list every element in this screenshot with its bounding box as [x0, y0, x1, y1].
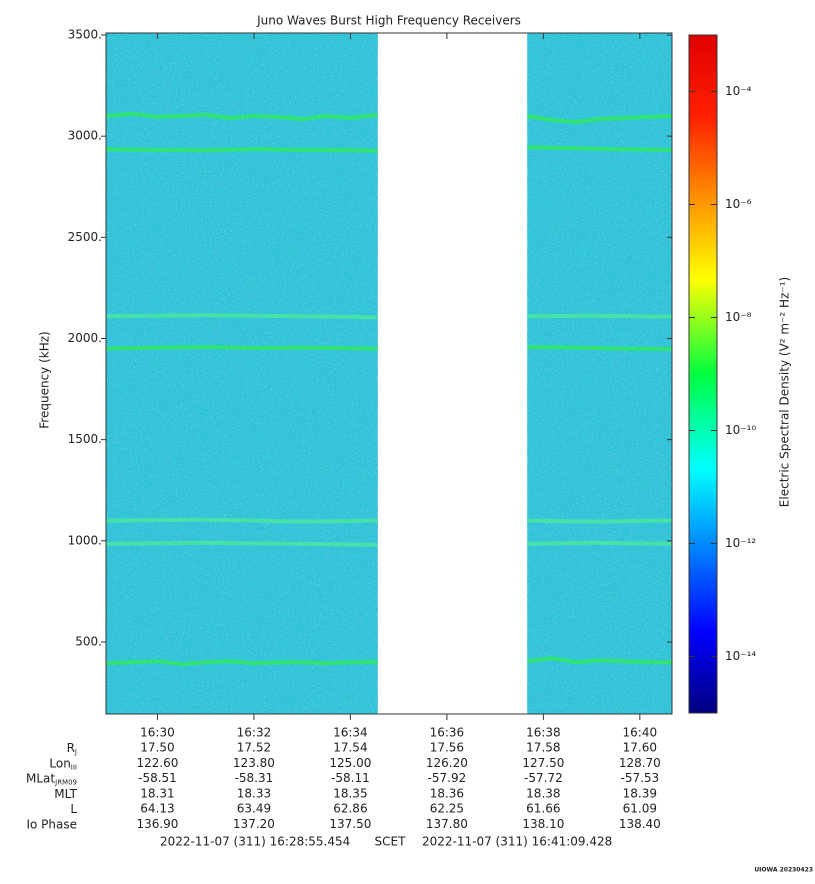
ephemeris-value: -57.72	[524, 771, 563, 785]
ephemeris-label-text: Lon	[49, 756, 70, 770]
x-tick-label: 16:40	[623, 726, 658, 740]
y-tick-label: 3500.	[68, 28, 102, 42]
ephemeris-value: 61.09	[623, 802, 657, 816]
ephemeris-value: 126.20	[426, 756, 468, 770]
y-tick-label: 1500.	[68, 432, 102, 446]
footer-middle: SCET	[375, 835, 407, 849]
y-tick-label: 2000.	[68, 331, 102, 345]
x-tick-label: 16:36	[430, 726, 465, 740]
x-tick-label: 16:32	[237, 726, 272, 740]
colorbar-tick-label: 10⁻¹⁴	[725, 649, 756, 663]
ephemeris-value: -58.51	[138, 771, 177, 785]
colorbar-tick-label: 10⁻⁸	[725, 310, 752, 324]
ephemeris-value: 17.58	[526, 741, 560, 755]
ephemeris-label: MLT	[54, 786, 77, 800]
ephemeris-value: 17.52	[237, 741, 271, 755]
y-tick-label: 2500.	[68, 230, 102, 244]
colorbar-label: Electric Spectral Density (V² m⁻² Hz⁻¹)	[778, 277, 792, 507]
ephemeris-label-sub: J	[74, 748, 77, 756]
credit: UIOWA 20230423	[754, 867, 813, 874]
ephemeris-value: 17.56	[430, 741, 464, 755]
x-tick-label: 16:30	[140, 726, 175, 740]
emission-line	[106, 517, 672, 524]
ephemeris-label-text: L	[70, 802, 77, 816]
emission-line	[106, 145, 672, 153]
colorbar	[688, 34, 718, 714]
ephemeris-value: 138.10	[522, 817, 564, 831]
ephemeris-value: 61.66	[526, 802, 560, 816]
ephemeris-value: 17.50	[140, 741, 174, 755]
ephemeris-value: 18.36	[430, 786, 464, 800]
ephemeris-value: -58.11	[331, 771, 370, 785]
ephemeris-value: 122.60	[136, 756, 178, 770]
spectrogram-texture	[106, 33, 378, 714]
ephemeris-value: 128.70	[619, 756, 661, 770]
ephemeris-label-sub: III	[71, 763, 77, 771]
ephemeris-label-text: R	[67, 741, 75, 755]
ephemeris-label: RJ	[67, 741, 77, 757]
ephemeris-label: MLatJRM09	[26, 771, 77, 787]
ephemeris-value: 17.60	[623, 741, 657, 755]
ephemeris-value: 137.50	[329, 817, 371, 831]
ephemeris-value: 18.33	[237, 786, 271, 800]
ephemeris-label: L	[70, 802, 77, 816]
plot-area	[106, 33, 672, 714]
ephemeris-value: 62.25	[430, 802, 464, 816]
colorbar-tick-label: 10⁻⁶	[725, 197, 752, 211]
ephemeris-value: 136.90	[136, 817, 178, 831]
emission-line	[106, 345, 672, 351]
ephemeris-label-sub: JRM09	[54, 779, 77, 787]
y-tick-label: 3000.	[68, 129, 102, 143]
ephemeris-label: Io Phase	[26, 817, 77, 831]
y-tick-label: 1000.	[68, 533, 102, 547]
ephemeris-value: -58.31	[235, 771, 274, 785]
ephemeris-label-text: MLat	[26, 771, 55, 785]
ephemeris-label-text: MLT	[54, 786, 77, 800]
ephemeris-value: -57.92	[428, 771, 467, 785]
ephemeris-value: 64.13	[140, 802, 174, 816]
footer-end: 2022-11-07 (311) 16:41:09.428	[422, 835, 612, 849]
ephemeris-value: 137.80	[426, 817, 468, 831]
ephemeris-value: 62.86	[333, 802, 367, 816]
spectrogram-texture	[527, 33, 672, 714]
ephemeris-value: 18.39	[623, 786, 657, 800]
y-axis-label: Frequency (kHz)	[38, 331, 52, 428]
ephemeris-value: 63.49	[237, 802, 271, 816]
footer-start: 2022-11-07 (311) 16:28:55.454	[160, 835, 350, 849]
ephemeris-value: 125.00	[329, 756, 371, 770]
emission-line	[106, 540, 672, 547]
x-tick-label: 16:38	[526, 726, 561, 740]
colorbar-tick-label: 10⁻¹²	[725, 536, 756, 550]
ephemeris-value: 18.35	[333, 786, 367, 800]
ephemeris-value: 127.50	[522, 756, 564, 770]
ephemeris-value: 137.20	[233, 817, 275, 831]
ephemeris-value: -57.53	[620, 771, 659, 785]
emission-line	[106, 313, 672, 320]
emission-line	[106, 111, 672, 124]
plot-frame	[105, 32, 673, 715]
colorbar-tick-label: 10⁻⁴	[725, 84, 752, 98]
ephemeris-value: 18.31	[140, 786, 174, 800]
ephemeris-value: 123.80	[233, 756, 275, 770]
ephemeris-value: 18.38	[526, 786, 560, 800]
chart-title: Juno Waves Burst High Frequency Receiver…	[256, 14, 521, 28]
colorbar-tick-label: 10⁻¹⁰	[725, 423, 756, 437]
y-tick-label: 500.	[75, 634, 102, 648]
ephemeris-value: 138.40	[619, 817, 661, 831]
ephemeris-label-text: Io Phase	[26, 817, 77, 831]
ephemeris-value: 17.54	[333, 741, 367, 755]
x-tick-label: 16:34	[333, 726, 368, 740]
emission-line	[106, 656, 672, 667]
ephemeris-label: LonIII	[49, 756, 77, 772]
